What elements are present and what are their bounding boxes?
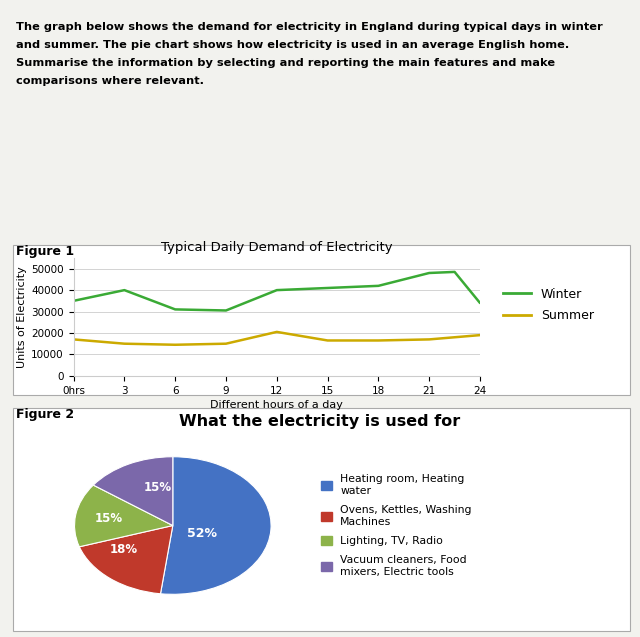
Text: comparisons where relevant.: comparisons where relevant. xyxy=(16,76,204,86)
Text: and summer. The pie chart shows how electricity is used in an average English ho: and summer. The pie chart shows how elec… xyxy=(16,40,569,50)
Text: The graph below shows the demand for electricity in England during typical days : The graph below shows the demand for ele… xyxy=(16,22,603,32)
Title: Typical Daily Demand of Electricity: Typical Daily Demand of Electricity xyxy=(161,241,392,254)
Text: Figure 1: Figure 1 xyxy=(16,245,74,258)
Text: What the electricity is used for: What the electricity is used for xyxy=(179,414,461,429)
Wedge shape xyxy=(161,457,271,594)
Legend: Heating room, Heating
water, Ovens, Kettles, Washing
Machines, Lighting, TV, Rad: Heating room, Heating water, Ovens, Kett… xyxy=(321,474,472,577)
X-axis label: Different hours of a day: Different hours of a day xyxy=(211,400,343,410)
Text: 15%: 15% xyxy=(95,512,123,525)
Text: Figure 2: Figure 2 xyxy=(16,408,74,420)
Y-axis label: Units of Electricity: Units of Electricity xyxy=(17,266,27,368)
Legend: Winter, Summer: Winter, Summer xyxy=(499,283,599,327)
Text: 15%: 15% xyxy=(144,481,172,494)
Text: 18%: 18% xyxy=(109,543,138,556)
Wedge shape xyxy=(79,526,173,594)
Text: 52%: 52% xyxy=(188,527,218,540)
Wedge shape xyxy=(74,485,173,547)
Text: Summarise the information by selecting and reporting the main features and make: Summarise the information by selecting a… xyxy=(16,58,555,68)
Wedge shape xyxy=(93,457,173,526)
